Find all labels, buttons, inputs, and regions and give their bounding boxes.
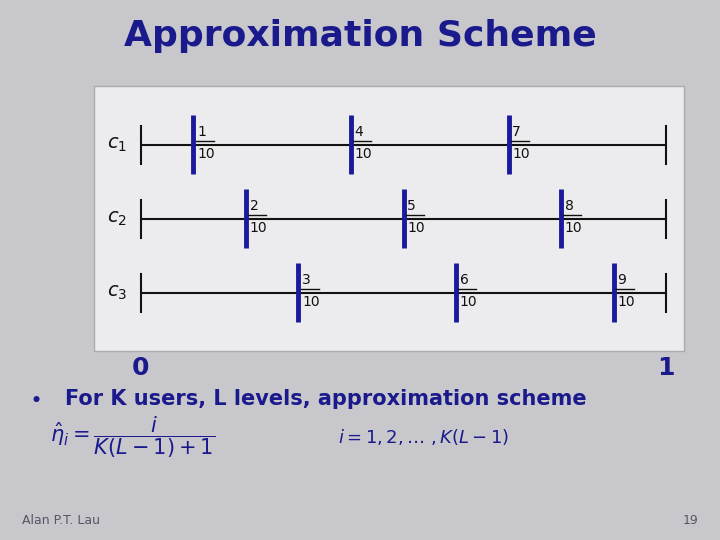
Text: 0: 0 [132, 356, 150, 380]
Text: Approximation Scheme: Approximation Scheme [124, 19, 596, 53]
Text: 8: 8 [564, 199, 574, 213]
Text: 10: 10 [512, 147, 530, 161]
Text: 10: 10 [250, 221, 267, 235]
Text: 9: 9 [617, 273, 626, 287]
Text: 10: 10 [355, 147, 372, 161]
Text: 2: 2 [250, 199, 258, 213]
Text: $c_1$: $c_1$ [107, 135, 127, 154]
Text: 7: 7 [512, 125, 521, 139]
Text: 10: 10 [302, 295, 320, 309]
Text: 4: 4 [355, 125, 364, 139]
Text: $c_2$: $c_2$ [107, 209, 127, 228]
Text: 1: 1 [657, 356, 675, 380]
Text: $c_3$: $c_3$ [107, 284, 127, 302]
Text: 6: 6 [459, 273, 469, 287]
Text: Alan P.T. Lau: Alan P.T. Lau [22, 514, 99, 526]
Text: 10: 10 [617, 295, 635, 309]
Text: 10: 10 [459, 295, 477, 309]
Text: 3: 3 [302, 273, 311, 287]
Text: 10: 10 [197, 147, 215, 161]
Text: 5: 5 [408, 199, 416, 213]
Text: 19: 19 [683, 514, 698, 526]
Text: $\hat{\eta}_i = \dfrac{i}{K(L-1)+1}$: $\hat{\eta}_i = \dfrac{i}{K(L-1)+1}$ [50, 415, 215, 460]
Text: $i = 1, 2, \ldots\ , K(L-1)$: $i = 1, 2, \ldots\ , K(L-1)$ [338, 427, 510, 448]
Text: 1: 1 [197, 125, 206, 139]
Text: $\bullet$: $\bullet$ [29, 389, 40, 409]
Text: For K users, L levels, approximation scheme: For K users, L levels, approximation sch… [65, 389, 586, 409]
Bar [94, 86, 684, 351]
Text: 10: 10 [564, 221, 582, 235]
Text: 10: 10 [408, 221, 425, 235]
